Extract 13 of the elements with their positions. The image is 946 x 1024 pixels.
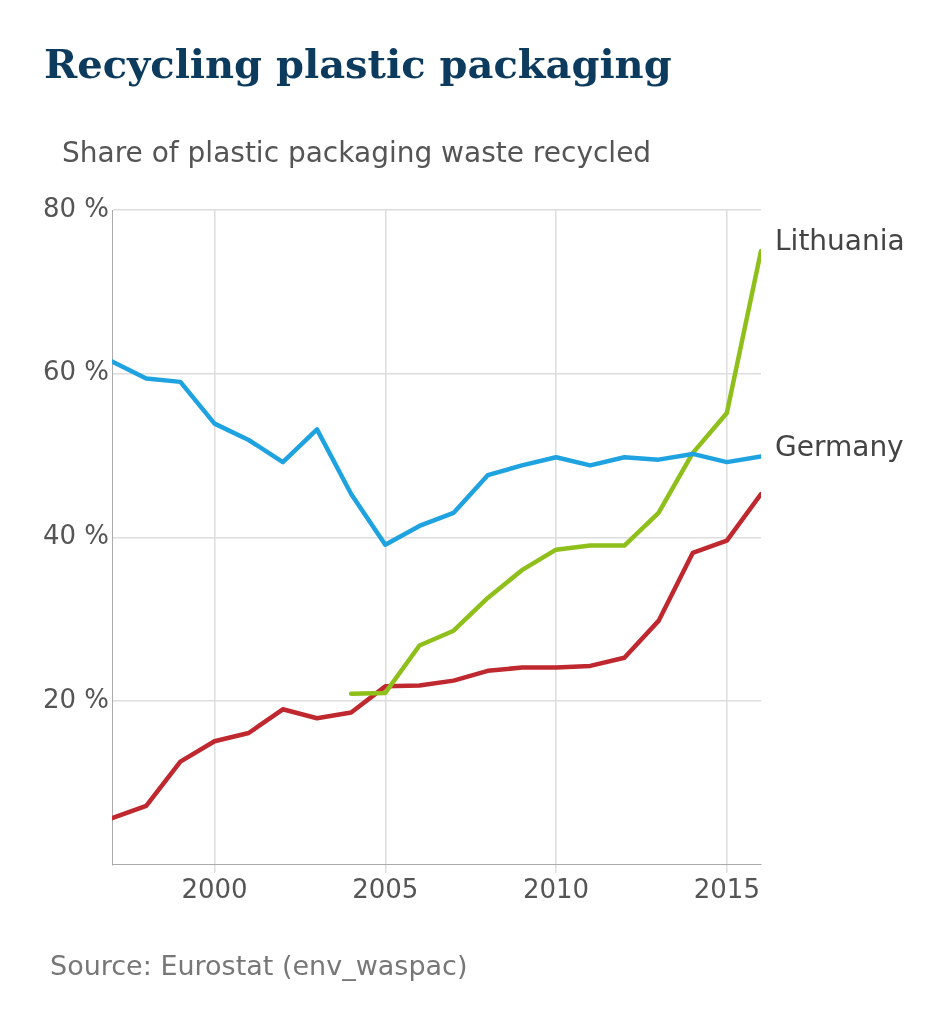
y-tick-label: 80 % (42, 192, 110, 223)
x-tick-label: 2005 (352, 874, 419, 905)
x-tick-label: 2015 (693, 874, 760, 905)
series-label: Germany (775, 429, 904, 463)
y-tick-label: 60 % (42, 356, 110, 387)
source-note: Source: Eurostat (env_waspac) (50, 950, 468, 981)
y-tick-label: 20 % (42, 683, 110, 714)
series-label: Lithuania (775, 224, 905, 258)
x-tick-label: 2010 (522, 874, 590, 905)
y-tick-label: 40 % (42, 520, 110, 551)
chart-title: Recycling plastic packaging (44, 40, 672, 87)
chart-subtitle: Share of plastic packaging waste recycled (62, 136, 652, 169)
x-tick-label: 2000 (181, 874, 248, 905)
